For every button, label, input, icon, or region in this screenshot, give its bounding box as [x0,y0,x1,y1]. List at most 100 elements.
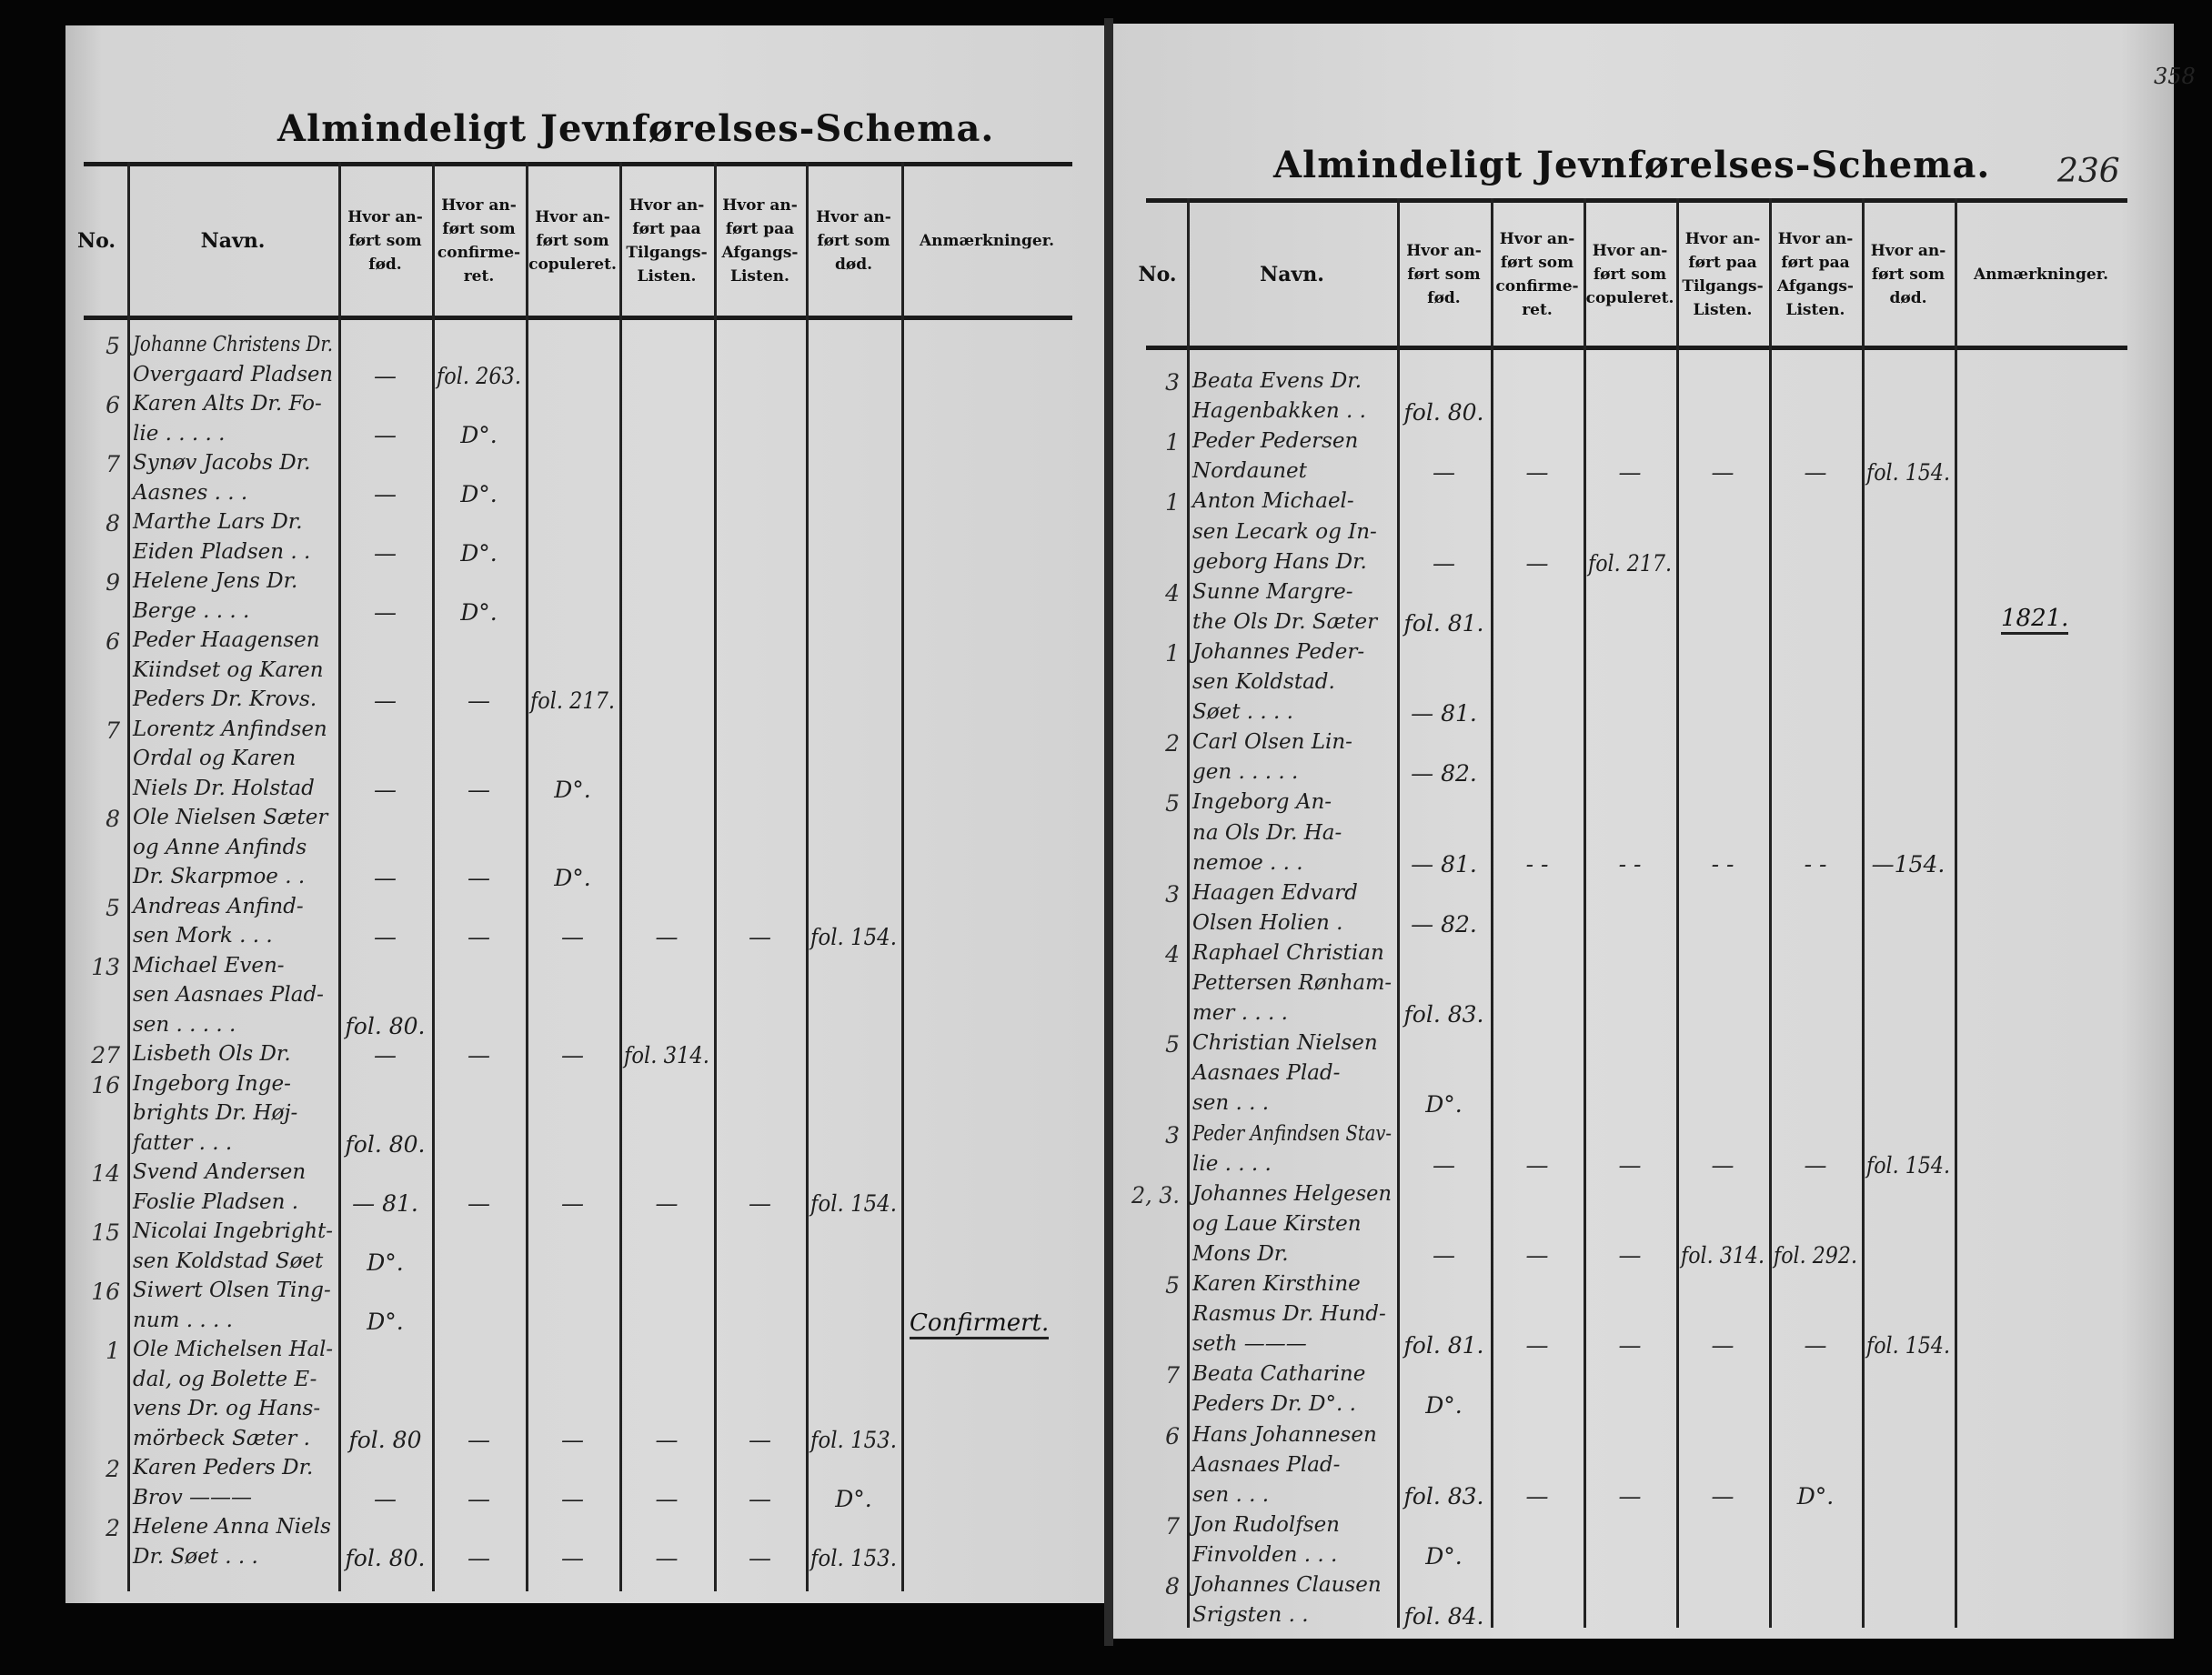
right-entry-name-line: Jon Rudolfsen [1192,1512,1340,1537]
right-entry-name-line: Hans Johannesen [1192,1422,1377,1447]
left-entry-name-line: Marthe Lars Dr. [133,510,303,534]
right-column-header: Hvor an- ført som fød. [1406,241,1482,307]
left-column-header: Navn. [200,229,266,253]
right-column-divider [1397,198,1400,1628]
left-entry-cell: — [374,1042,397,1068]
left-entry-name-line: Karen Alts Dr. Fo- [133,392,322,416]
left-entry-cell: fol. 80 [348,1426,422,1453]
right-entry-cell: — [1525,549,1549,577]
left-column-header: Hvor an- ført paa Afgangs- Listen. [721,196,799,286]
left-column-header: Hvor an- ført som død. [816,208,891,274]
right-entry-cell: — [1618,1482,1642,1510]
right-entry-cell: fol. 81. [1403,609,1484,637]
left-entry-cell: — [655,1544,679,1571]
left-column-header: No. [76,229,116,253]
right-entry-cell: — [1433,1151,1455,1179]
right-entry-cell: — 82. [1411,760,1477,787]
right-entry-cell: D°. [1425,1542,1463,1570]
right-entry-name-line: seth ——— [1192,1332,1307,1357]
right-entry-cell: fol. 81. [1403,1332,1484,1359]
right-entry-cell: fol. 83. [1403,1482,1484,1510]
right-entry-name-line: Peders Dr. D°. . [1192,1392,1356,1417]
right-entry-name-line: geborg Hans Dr. [1192,549,1367,574]
left-entry-cell: — [749,924,771,950]
right-column-header: Navn. [1260,262,1324,286]
right-entry-name-line: Karen Kirsthine [1192,1272,1361,1296]
right-entry-number: 5 [1165,1031,1180,1058]
left-entry-number: 15 [91,1219,120,1246]
left-entry-cell: — [468,1189,490,1217]
left-entry-name-line: Aasnes . . . [133,480,248,505]
right-column-header: Anmærkninger. [1973,265,2109,284]
left-entry-name-line: Niels Dr. Holstad [133,776,315,800]
left-entry-name-line: sen . . . . . [133,1012,236,1037]
left-entry-number: 8 [106,806,120,832]
left-entry-cell: — [374,924,397,950]
left-entry-number: 16 [91,1279,120,1305]
right-entry-cell: fol. 80. [1403,399,1484,426]
left-column-divider [901,162,904,1591]
right-entry-name-line: sen Koldstad. [1192,670,1335,694]
left-column-divider [806,162,809,1591]
right-entry-cell: fol. 84. [1403,1603,1484,1630]
left-entry-cell: — [374,776,397,803]
left-entry-name-line: Ordal og Karen [133,747,297,770]
left-entry-name-line: mörbeck Sæter . [133,1426,310,1450]
left-entry-name-line: Lorentz Anfindsen [133,717,327,741]
right-entry-cell: — [1618,459,1642,486]
left-page-title: Almindeligt Jevnførelses-Schema. [277,107,995,150]
left-column-header: Hvor an- ført paa Tilgangs- Listen. [626,196,708,286]
left-entry-name-line: Dr. Skarpmoe . . [133,865,306,888]
left-entry-cell: — [468,924,490,950]
left-entry-number: 9 [106,569,120,596]
right-entry-cell: fol. 314. [1681,1241,1765,1269]
left-entry-cell: — [749,1189,771,1217]
right-entry-cell: — [1525,1482,1549,1510]
left-entry-number: 6 [106,392,120,418]
right-entry-cell: — 82. [1411,910,1477,938]
right-entry-number: 5 [1165,790,1180,817]
right-entry-name-line: Srigsten . . [1192,1603,1309,1628]
right-entry-cell: — [1711,1332,1734,1359]
left-entry-cell: — [655,924,679,950]
left-entry-name-line: Berge . . . . [133,598,250,623]
right-entry-name-line: Johannes Clausen [1192,1573,1382,1597]
right-entry-cell: — 81. [1411,850,1477,878]
right-entry-cell: - - [1711,850,1734,878]
left-entry-name-line: sen Aasnaes Plad- [133,983,324,1007]
left-entry-name-line: Nicolai Ingebright- [133,1219,333,1243]
right-entry-name-line: Hagenbakken . . [1192,399,1366,424]
right-entry-number: 7 [1165,1362,1180,1389]
right-entry-cell: — [1804,459,1827,486]
right-entry-number: 1 [1165,429,1180,456]
left-entry-cell: D°. [460,598,498,626]
left-entry-cell: — [374,539,397,567]
left-entry-name-line: lie . . . . . [133,421,226,446]
left-entry-cell: fol. 80. [345,1012,426,1039]
left-entry-cell: D°. [367,1308,404,1335]
left-entry-cell: — [561,1544,584,1571]
right-entry-name-line: Haagen Edvard [1192,880,1358,905]
right-page [1111,24,2174,1639]
right-entry-name-line: Aasnaes Plad- [1192,1452,1341,1477]
right-entry-number: 2 [1165,730,1180,757]
right-entry-cell: - - [1525,850,1549,878]
left-entry-name-line: num . . . . [133,1308,233,1332]
right-column-divider [1187,198,1190,1628]
right-entry-cell: fol. 154. [1866,459,1950,486]
left-entry-cell: — [468,776,490,803]
left-entry-cell: fol. 217. [530,687,615,714]
right-entry-name-line: Anton Michael- [1192,489,1354,514]
right-column-header: Hvor an- ført som copuleret. [1585,241,1674,307]
left-entry-name-line: Synøv Jacobs Dr. [133,451,311,475]
right-column-header: Hvor an- ført som confirme- ret. [1495,229,1579,319]
left-column-header: Hvor an- ført som copuleret. [528,208,617,274]
left-entry-cell: — [749,1544,771,1571]
left-entry-number: 1 [106,1338,120,1364]
right-column-header: Hvor an- ført paa Afgangs- Listen. [1777,229,1854,319]
left-remark: Confirmert. [910,1309,1050,1339]
right-column-header: Hvor an- ført paa Tilgangs- Listen. [1682,229,1764,319]
right-header-top-rule [1146,198,2127,203]
left-entry-name-line: Johanne Christens Dr. [133,333,333,356]
right-entry-name-line: Peder Pedersen [1192,429,1359,454]
